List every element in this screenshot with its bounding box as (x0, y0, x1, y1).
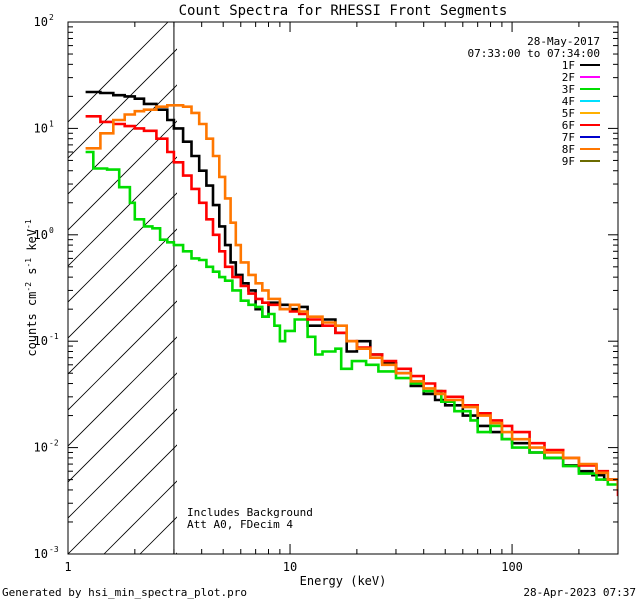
hatch-line (68, 22, 169, 123)
hatch-line (68, 444, 177, 554)
y-tick-exponent: -1 (49, 332, 59, 341)
y-axis-label-exp-2: -1 (24, 258, 33, 268)
x-tick-label: 100 (501, 560, 523, 574)
hatch-line (68, 264, 177, 375)
hatched-region (68, 0, 640, 554)
time-range-label: 07:33:00 to 07:34:00 (468, 47, 600, 60)
legend-label-9f: 9F (562, 155, 575, 168)
y-tick-exponent: -3 (49, 545, 59, 554)
legend-label-7f: 7F (562, 131, 575, 144)
hatch-line (68, 372, 177, 483)
y-tick-label: 10 (34, 121, 48, 135)
legend-label-1f: 1F (562, 59, 575, 72)
footer-generated-by: Generated by hsi_min_spectra_plot.pro (2, 586, 247, 599)
x-tick-label: 10 (283, 560, 297, 574)
series-lines (85, 90, 618, 497)
chart-title: Count Spectra for RHESSI Front Segments (179, 3, 508, 19)
legend-label-6f: 6F (562, 119, 575, 132)
footer-timestamp: 28-Apr-2023 07:37 (523, 586, 636, 599)
hatch-line (68, 84, 177, 195)
y-axis-label-unit-1: counts cm (25, 292, 39, 357)
y-axis-label-unit-3: keV (25, 229, 39, 258)
x-tick-label: 1 (64, 560, 71, 574)
hatch-line (68, 120, 177, 231)
series-line-1f (85, 90, 618, 485)
hatch-line (68, 336, 177, 447)
plot-frame (67, 21, 619, 555)
y-tick-label: 10 (34, 228, 48, 242)
y-tick-label: 10 (34, 441, 48, 455)
hatch-line (103, 480, 177, 554)
y-tick-label: 10 (34, 15, 48, 29)
hatch-line (608, 0, 640, 554)
y-tick-exponent: 2 (49, 13, 54, 22)
hatch-line (68, 408, 177, 519)
annotation-attenuator: Att A0, FDecim 4 (187, 518, 293, 531)
hatch-line (68, 228, 177, 339)
y-axis-label-exp-3: -1 (24, 219, 33, 229)
y-axis-label-exp-1: -2 (24, 282, 33, 292)
x-axis-ticks: 1 10 100 (64, 22, 619, 574)
series-line-8f (85, 104, 618, 490)
legend-label-5f: 5F (562, 107, 575, 120)
legend-label-2f: 2F (562, 71, 575, 84)
y-tick-exponent: -2 (49, 439, 59, 448)
annotation-background: Includes Background (187, 506, 313, 519)
y-tick-label: 10 (34, 334, 48, 348)
hatch-line (68, 48, 177, 159)
date-label: 28-May-2017 (527, 35, 600, 48)
y-axis-label-unit-2: s (25, 268, 39, 282)
legend-label-3f: 3F (562, 83, 575, 96)
y-tick-label: 10 (34, 547, 48, 561)
legend-label-4f: 4F (562, 95, 575, 108)
x-axis-label: Energy (keV) (300, 574, 387, 588)
hatch-line (212, 0, 640, 554)
y-tick-exponent: 0 (49, 226, 54, 235)
series-line-3f (85, 150, 618, 490)
legend-label-8f: 8F (562, 143, 575, 156)
series-line-6f (85, 115, 618, 497)
hatch-line (68, 156, 177, 267)
y-tick-exponent: 1 (49, 119, 54, 128)
hatch-line (68, 192, 177, 303)
y-axis-label: counts cm-2 s-1 keV-1 (24, 219, 39, 356)
